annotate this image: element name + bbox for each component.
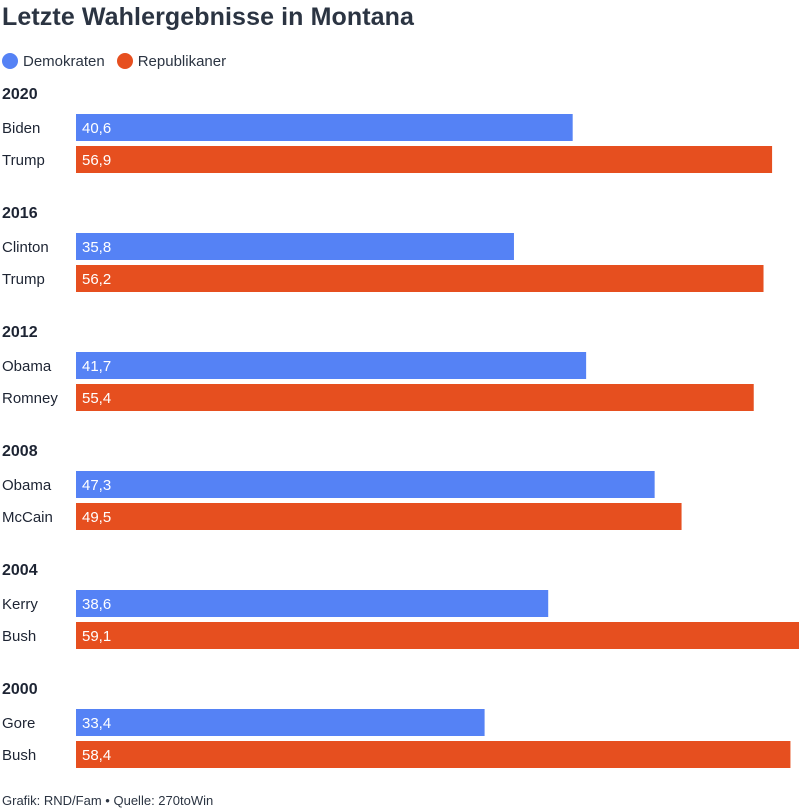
bar-obama-2012 xyxy=(76,352,587,379)
bar-value-label: 49,5 xyxy=(82,509,111,526)
bar-value-label: 38,6 xyxy=(82,596,111,613)
bar-group-2016: 2016 Clinton 35,8 Trump 56,2 xyxy=(2,205,764,292)
legend-label-demokraten: Demokraten xyxy=(23,52,105,70)
candidate-label: Obama xyxy=(2,477,52,494)
footer-separator: • xyxy=(105,793,110,808)
bar-value-label: 40,6 xyxy=(82,120,111,137)
bar-bush-2004 xyxy=(76,622,799,649)
legend-swatch-republikaner xyxy=(116,53,133,69)
bar-value-label: 59,1 xyxy=(82,628,111,645)
bar-group-2004: 2004 Kerry 38,6 Bush 59,1 xyxy=(2,562,799,649)
candidate-label: McCain xyxy=(2,509,53,526)
group-year-label: 2004 xyxy=(2,562,38,579)
candidate-label: Romney xyxy=(2,390,58,407)
bar-value-label: 41,7 xyxy=(82,358,111,375)
legend-swatch-demokraten xyxy=(2,53,18,69)
footer-credit: Grafik: RND/Fam xyxy=(2,793,102,808)
bar-chart: 2020 Biden 40,6 Trump 56,9 2016 Clinton 35,8 Tru… xyxy=(2,86,799,768)
bar-value-label: 56,2 xyxy=(82,271,111,288)
bar-trump-2020 xyxy=(76,146,773,173)
legend-item-demokraten: Demokraten xyxy=(2,53,105,70)
bar-mccain-2008 xyxy=(76,503,682,530)
bar-value-label: 58,4 xyxy=(82,747,111,764)
footer-source: Quelle: 270toWin xyxy=(113,793,214,808)
bar-group-2008: 2008 Obama 47,3 McCain 49,5 xyxy=(2,443,682,530)
candidate-label: Gore xyxy=(2,715,35,732)
candidate-label: Bush xyxy=(2,747,36,764)
bar-group-2012: 2012 Obama 41,7 Romney 55,4 xyxy=(2,324,754,411)
candidate-label: Obama xyxy=(2,358,52,375)
group-year-label: 2000 xyxy=(2,681,38,698)
bar-romney-2012 xyxy=(76,384,754,411)
candidate-label: Trump xyxy=(2,152,45,169)
candidate-label: Clinton xyxy=(2,239,49,256)
candidate-label: Bush xyxy=(2,628,36,645)
bar-obama-2008 xyxy=(76,471,655,498)
bar-clinton-2016 xyxy=(76,233,514,260)
bar-value-label: 35,8 xyxy=(82,239,111,256)
bar-biden-2020 xyxy=(76,114,573,141)
bar-bush-2000 xyxy=(76,741,791,768)
legend-item-republikaner: Republikaner xyxy=(116,52,227,70)
bar-value-label: 56,9 xyxy=(82,152,111,169)
bar-value-label: 55,4 xyxy=(82,390,111,407)
footer: Grafik: RND/Fam • Quelle: 270toWin xyxy=(2,793,213,808)
bar-value-label: 33,4 xyxy=(82,715,111,732)
legend-label-republikaner: Republikaner xyxy=(137,52,227,70)
candidate-label: Biden xyxy=(2,120,40,137)
group-year-label: 2012 xyxy=(2,324,38,341)
bar-trump-2016 xyxy=(76,265,764,292)
candidate-label: Kerry xyxy=(2,596,38,613)
bar-group-2020: 2020 Biden 40,6 Trump 56,9 xyxy=(2,86,773,173)
group-year-label: 2008 xyxy=(2,443,38,460)
group-year-label: 2016 xyxy=(2,205,38,222)
candidate-label: Trump xyxy=(2,271,45,288)
group-year-label: 2020 xyxy=(2,86,38,103)
bar-kerry-2004 xyxy=(76,590,549,617)
bar-group-2000: 2000 Gore 33,4 Bush 58,4 xyxy=(2,681,791,768)
legend: Demokraten Republikaner xyxy=(2,50,238,72)
chart-title: Letzte Wahlergebnisse in Montana xyxy=(2,3,415,31)
bar-value-label: 47,3 xyxy=(82,477,111,494)
bar-gore-2000 xyxy=(76,709,485,736)
